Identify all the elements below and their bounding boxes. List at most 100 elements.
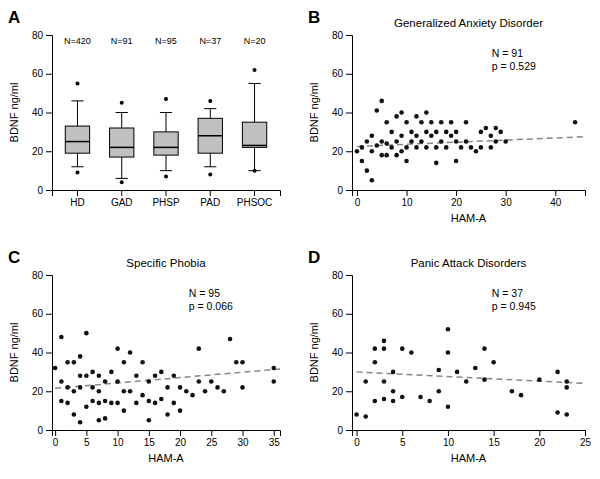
point [65,360,70,365]
tick-mark [55,430,56,436]
tick-mark [539,430,540,436]
tick-mark [166,190,167,196]
tick-label: 20 [32,386,44,397]
point [519,393,524,398]
x-axis-label: HAM-A [451,212,487,224]
point [374,108,379,113]
y-axis-label: BDNF ng/ml [8,83,20,143]
point [434,161,439,166]
point [473,366,478,371]
point [97,418,102,423]
point [446,327,451,332]
annotation: N=420 [64,36,91,46]
point [128,350,133,355]
point [399,110,404,115]
annotation: N=20 [244,36,266,46]
point [434,145,439,150]
point [399,149,404,154]
point [382,339,387,344]
annotation: p = 0.529 [492,60,536,72]
point [365,139,370,144]
box-body [110,128,134,157]
whisker [121,157,122,178]
median [242,145,266,147]
point [97,401,102,406]
point [72,412,77,417]
tick-label: 25 [206,437,218,448]
tick-mark [86,430,87,436]
point [370,178,375,183]
tick: 40 [332,107,352,118]
x-axis-label: HAM-A [148,452,184,464]
point [84,373,89,378]
point [418,395,423,400]
point [178,408,183,413]
flier [253,68,257,72]
tick-label: PAD [200,197,220,208]
point [404,145,409,150]
tick-mark [46,391,52,392]
median [154,147,178,149]
point [439,120,444,125]
box [110,101,134,184]
tick-label: 20 [32,146,44,157]
tick-mark [118,430,119,436]
point [178,385,183,390]
tick: PAD [200,190,220,208]
tick-label: GAD [111,197,133,208]
tick-mark [346,275,352,276]
tick: GAD [111,190,133,208]
point [384,153,389,158]
tick: 0 [37,185,52,196]
tick-mark [357,430,358,436]
tick-mark [346,391,352,392]
point [424,110,429,115]
point [134,401,139,406]
median [110,147,134,149]
point [414,145,419,150]
tick: 5 [400,430,406,448]
point [172,401,177,406]
panel: 010203040020406080N = 91p = 0.529BGenera… [308,8,586,224]
point [97,373,102,378]
point [464,139,469,144]
plot-area [354,327,585,419]
point [374,143,379,148]
tick-label: 35 [269,437,281,448]
tick: 60 [32,68,52,79]
point [103,399,108,404]
tick: 10 [113,430,125,448]
point [469,145,474,150]
axis-line [46,276,53,431]
flier [208,99,212,103]
point [215,385,220,390]
point [379,139,384,144]
tick-label: 10 [443,437,455,448]
tick-mark [149,430,150,436]
tick: 40 [32,107,52,118]
tick: 0 [337,185,352,196]
point [363,414,368,419]
plot-area [65,68,266,184]
point [444,145,449,150]
x-axis: 0510152025 [353,430,592,448]
tick: 80 [32,270,52,281]
whisker-cap [204,166,216,167]
point [209,379,214,384]
tick-mark [274,430,275,436]
point [122,360,127,365]
whisker-cap [160,170,172,171]
tick-mark [346,430,352,431]
point [503,139,508,144]
point [474,149,479,154]
tick-mark [407,190,408,196]
tick: 0 [37,425,52,436]
point [384,141,389,146]
tick: 35 [269,430,281,448]
x-axis: 05101520253035 [53,430,281,448]
point [78,420,83,425]
box-body [198,118,222,153]
box [154,97,178,179]
point [555,370,560,375]
title: Generalized Anxiety Disorder [394,17,543,29]
